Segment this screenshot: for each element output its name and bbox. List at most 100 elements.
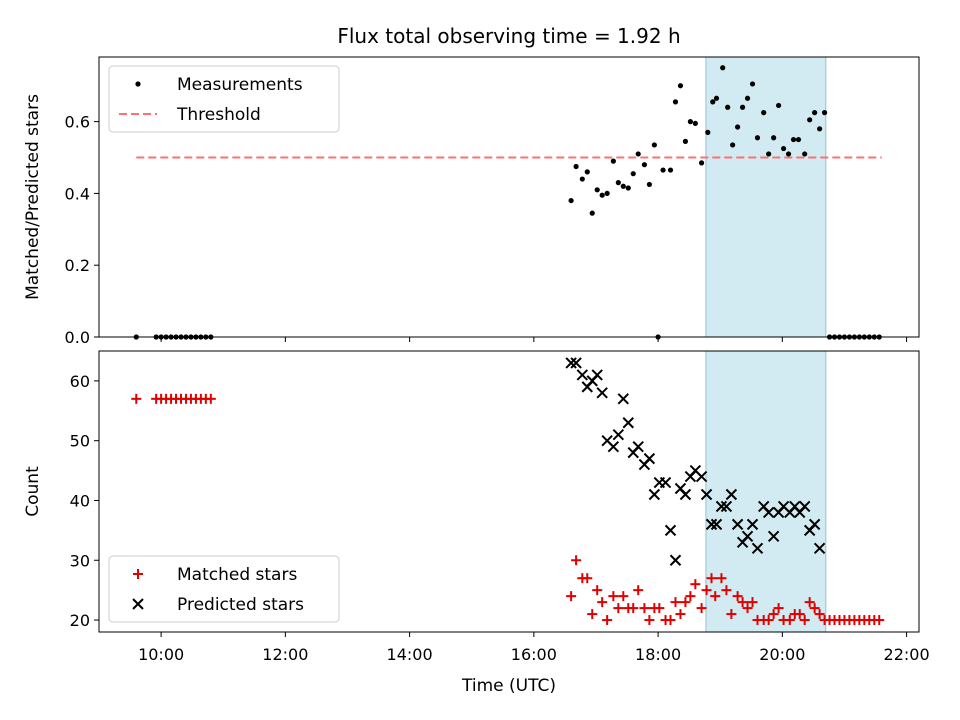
predicted-point <box>746 518 759 531</box>
predicted-point-b <box>808 518 821 531</box>
legend-marker-dot <box>135 81 141 87</box>
matched-point <box>670 597 681 608</box>
predicted-point <box>591 369 603 381</box>
matched-point <box>726 609 737 620</box>
matched-point <box>665 615 676 626</box>
predicted-point-b <box>607 440 620 453</box>
bottom-axes-frame <box>98 350 920 633</box>
measurement-point <box>568 197 574 204</box>
matched-point <box>784 615 795 626</box>
matched-point <box>644 615 655 626</box>
measurement-point <box>807 117 813 123</box>
predicted-point <box>695 470 708 483</box>
matched-point <box>710 591 721 602</box>
predicted-point-b <box>674 482 687 495</box>
predicted-point-b <box>757 500 770 513</box>
measurement-point <box>620 183 626 189</box>
matched-point <box>794 609 805 620</box>
predicted-point <box>767 530 780 543</box>
bottom-x-tick-label: 16:00 <box>511 645 557 664</box>
bottom-x-tick-label: 14:00 <box>387 645 433 664</box>
predicted-point <box>813 542 826 555</box>
matched-point <box>773 603 784 614</box>
measurement-point <box>630 171 636 177</box>
measurement-point <box>761 110 767 116</box>
predicted-point-b <box>617 393 630 405</box>
top-highlight-span <box>705 56 827 338</box>
predicted-point <box>808 518 821 531</box>
matched-point <box>874 615 885 626</box>
bottom-y-tick-label: 60 <box>70 372 90 391</box>
legend-x-b <box>132 598 144 610</box>
measurement-point <box>625 185 631 191</box>
top-y-axis-label: Matched/Predicted stars <box>23 94 43 300</box>
measurement-point <box>780 145 787 152</box>
predicted-point <box>705 518 718 531</box>
top-y-tick-label: 0.2 <box>65 256 90 275</box>
predicted-point-b <box>720 500 733 513</box>
matched-point <box>633 585 644 596</box>
predicted-point <box>659 476 672 489</box>
measurement-point <box>635 151 641 157</box>
top-legend-label: Measurements <box>177 75 303 95</box>
bottom-y-tick-label: 50 <box>70 432 90 451</box>
chart-title: Flux total observing time = 1.92 h <box>337 24 680 48</box>
measurement-point <box>802 151 808 157</box>
matched-point <box>768 609 779 620</box>
measurement-point <box>795 136 802 143</box>
matched-point <box>742 603 753 614</box>
measurement-point <box>682 138 689 144</box>
bottom-x-tick-label: 22:00 <box>884 645 930 664</box>
predicted-point-b <box>648 488 661 501</box>
matched-point <box>639 603 650 614</box>
bottom-x-tick-label: 18:00 <box>635 645 681 664</box>
measurement-point <box>573 163 579 170</box>
measurement-point <box>692 120 698 127</box>
predicted-point-b <box>679 488 692 501</box>
bottom-legend-label: Predicted stars <box>177 595 304 615</box>
predicted-point-b <box>632 440 644 453</box>
predicted-point-b <box>762 506 775 519</box>
bottom-x-tick-label: 20:00 <box>759 645 805 664</box>
matched-point <box>205 393 216 404</box>
bottom-legend-box <box>108 555 340 623</box>
matched-point <box>809 603 820 614</box>
measurement-point <box>672 99 679 105</box>
measurement-point <box>735 124 741 130</box>
predicted-point-b <box>669 554 682 566</box>
predicted-point <box>710 518 723 531</box>
bottom-y-axis-label: Count <box>23 466 43 517</box>
measurement-point <box>698 160 705 166</box>
measurement-point <box>749 81 756 87</box>
matched-point <box>618 591 629 602</box>
measurement-point <box>610 158 616 164</box>
predicted-point <box>762 506 775 519</box>
predicted-point <box>741 530 754 543</box>
predicted-point-b <box>789 500 801 513</box>
predicted-point <box>715 500 728 513</box>
predicted-point <box>617 393 630 405</box>
predicted-point <box>607 440 620 453</box>
predicted-point-b <box>777 500 790 513</box>
predicted-point-b <box>725 488 738 501</box>
matched-point <box>654 603 665 614</box>
bottom-series-predicted-stars <box>565 357 826 566</box>
measurement-point <box>725 104 731 110</box>
predicted-point <box>664 524 677 537</box>
predicted-point-b <box>601 434 613 447</box>
predicted-point-b <box>746 518 759 531</box>
legend-marker-plus <box>133 569 143 579</box>
predicted-point <box>576 369 589 381</box>
matched-point <box>582 573 593 584</box>
matched-point <box>571 555 582 566</box>
predicted-point-b <box>689 464 702 477</box>
measurement-point <box>766 151 772 157</box>
top-legend-label: Threshold <box>176 105 261 125</box>
predicted-point <box>679 488 692 501</box>
matched-point <box>690 579 701 590</box>
matched-point <box>716 573 727 584</box>
measurement-point <box>739 104 746 110</box>
predicted-point <box>622 417 634 429</box>
top-panel: 0.0 0.2 0.4 0.6 Matched/Predicted stars Measu… <box>23 56 920 347</box>
